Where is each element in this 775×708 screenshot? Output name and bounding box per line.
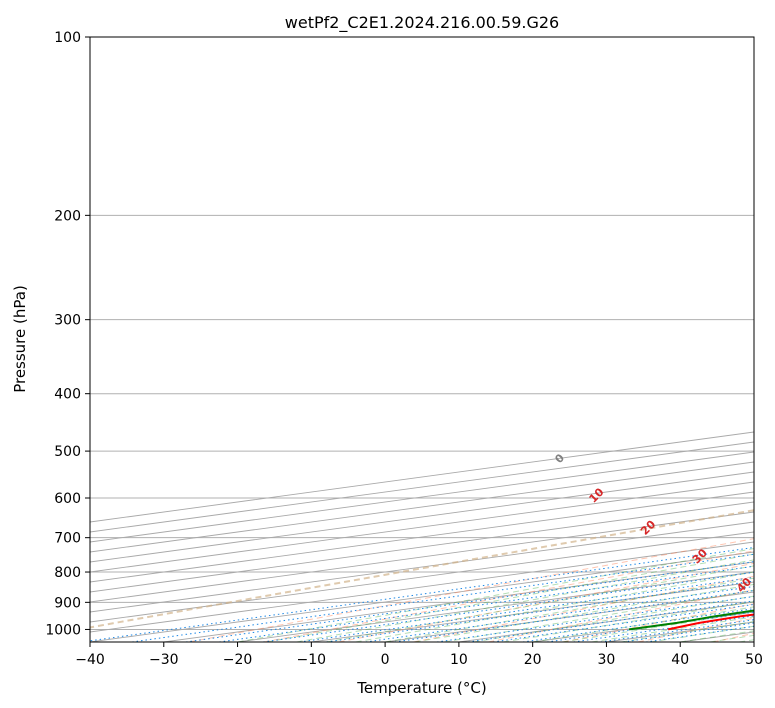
dry-adiabat-line [188, 538, 754, 642]
x-axis-title: Temperature (°C) [356, 679, 486, 697]
x-tick-label: −40 [75, 652, 105, 668]
y-tick-label: 200 [54, 208, 81, 224]
isotherm-line [90, 451, 754, 543]
mixing-ratio-line [365, 585, 754, 642]
x-tick-label: −10 [297, 652, 327, 668]
isotherm-line [90, 461, 754, 553]
y-axis-ticks: 100 200 300 400 500 600 700 800 900 1000 [45, 30, 90, 638]
x-tick-label: −30 [149, 652, 179, 668]
y-axis-title: Pressure (hPa) [11, 285, 29, 393]
x-tick-label: 0 [381, 652, 390, 668]
y-tick-label: 700 [54, 531, 81, 547]
y-tick-label: 100 [54, 30, 81, 46]
x-tick-label: 30 [598, 652, 616, 668]
y-tick-label: 300 [54, 313, 81, 329]
x-axis-ticks: −40 −30 −20 −10 0 10 20 30 40 50 [75, 642, 763, 668]
plot-frame [89, 36, 755, 643]
grid-lines [90, 37, 754, 642]
moist-adiabat-line [326, 565, 754, 642]
x-tick-label: −20 [223, 652, 253, 668]
x-tick-label: 40 [671, 652, 689, 668]
isotherm-line [90, 471, 754, 563]
mixing-ratio-line [436, 596, 754, 642]
mixing-ratio-lines [90, 546, 754, 642]
isotherm-line [90, 511, 754, 603]
isotherm-line [90, 501, 754, 593]
isotherm-line [90, 491, 754, 583]
isotherm-line [90, 521, 754, 613]
y-tick-label: 400 [54, 387, 81, 403]
isotherm-line [90, 531, 754, 623]
plot-area: 0.10.20.40.611.52346810131620253036-100-… [90, 37, 754, 642]
x-tick-label: 10 [450, 652, 468, 668]
dry-adiabats [90, 509, 754, 642]
reference-adiabat-line [90, 509, 754, 629]
moist-adiabats [237, 548, 754, 642]
x-tick-label: 50 [745, 652, 763, 668]
y-tick-label: 800 [54, 565, 81, 581]
isotherm-line [90, 481, 754, 573]
y-tick-label: 600 [54, 491, 81, 507]
x-tick-label: 20 [524, 652, 542, 668]
chart-title: wetPf2_C2E1.2024.216.00.59.G26 [285, 13, 559, 33]
y-tick-label: 1000 [45, 622, 81, 638]
mixing-ratio-line [468, 600, 754, 642]
mixing-ratio-line [394, 589, 754, 642]
moist-adiabat-line [355, 571, 754, 642]
y-tick-label: 900 [54, 595, 81, 611]
moist-adiabat-line [414, 583, 754, 642]
y-tick-label: 500 [54, 444, 81, 460]
moist-adiabat-line [473, 595, 754, 642]
